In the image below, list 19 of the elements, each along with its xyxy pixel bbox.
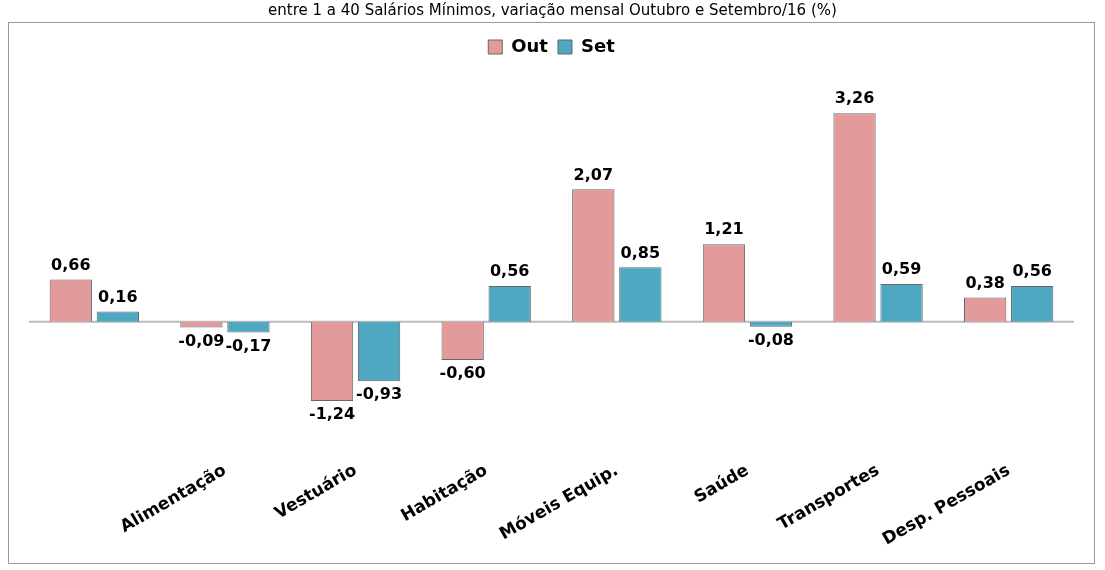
data-label: 2,07 [573, 164, 614, 184]
data-label: 3,26 [834, 88, 875, 108]
data-label: 0,85 [620, 242, 661, 262]
data-label: -0,60 [439, 363, 486, 383]
data-label: 1,21 [704, 219, 744, 239]
data-label: 0,16 [98, 286, 138, 306]
data-label: 0,38 [965, 272, 1005, 292]
data-label: 0,56 [489, 261, 530, 281]
data-label: -0,93 [356, 384, 403, 404]
legend-label: Out [511, 34, 549, 56]
data-label: 0,66 [51, 254, 91, 274]
chart-title: entre 1 a 40 Salários Mínimos, variação mensal Outubro e Setembro/16 (%) [267, 0, 838, 20]
data-label: -0,08 [747, 329, 795, 349]
data-label: 0,59 [881, 259, 922, 279]
legend-label: Set [580, 34, 616, 56]
data-label: -1,24 [308, 404, 356, 424]
data-label: -0,17 [225, 335, 272, 355]
data-label: 0,56 [1012, 261, 1052, 281]
data-label: -0,09 [178, 330, 225, 350]
